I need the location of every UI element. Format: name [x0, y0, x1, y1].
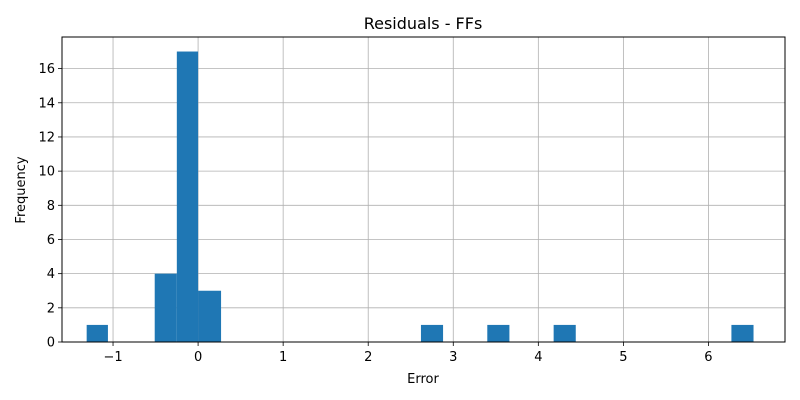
y-tick-label: 6: [47, 233, 55, 248]
y-tick-label: 14: [38, 96, 55, 111]
x-tick-label: 1: [279, 350, 287, 365]
x-tick-label: −1: [103, 350, 122, 365]
plot-area-frame: [61, 36, 786, 343]
x-tick-label: 0: [194, 350, 202, 365]
y-tick-label: 16: [38, 62, 55, 77]
histogram-bar: [198, 290, 222, 342]
x-tick-label: 2: [364, 350, 372, 365]
y-tick-label: 8: [47, 199, 55, 214]
histogram-bar: [553, 324, 576, 342]
histogram-bar: [731, 324, 754, 342]
x-tick-label: 4: [534, 350, 542, 365]
x-tick-label: 6: [704, 350, 712, 365]
histogram-bar: [176, 51, 199, 343]
x-tick-label: 5: [619, 350, 627, 365]
y-axis-ticks: 0 2 4 6 8 10 12 14 16: [38, 62, 62, 351]
x-axis-ticks: −1 0 1 2 3 4 5 6: [103, 342, 713, 365]
histogram-bar: [420, 324, 444, 342]
histogram-bar: [487, 324, 510, 342]
histogram-bar: [86, 324, 108, 342]
x-tick-label: 3: [449, 350, 457, 365]
y-tick-label: 2: [47, 301, 55, 316]
x-axis-label: Error: [407, 372, 439, 387]
y-tick-label: 12: [38, 130, 55, 145]
y-axis-label: Frequency: [14, 156, 29, 223]
chart-title: Residuals - FFs: [364, 14, 483, 33]
y-tick-label: 0: [47, 336, 55, 351]
histogram-bars: [86, 51, 754, 343]
histogram-bar: [154, 273, 177, 342]
y-tick-label: 10: [38, 165, 55, 180]
y-tick-label: 4: [47, 267, 55, 282]
